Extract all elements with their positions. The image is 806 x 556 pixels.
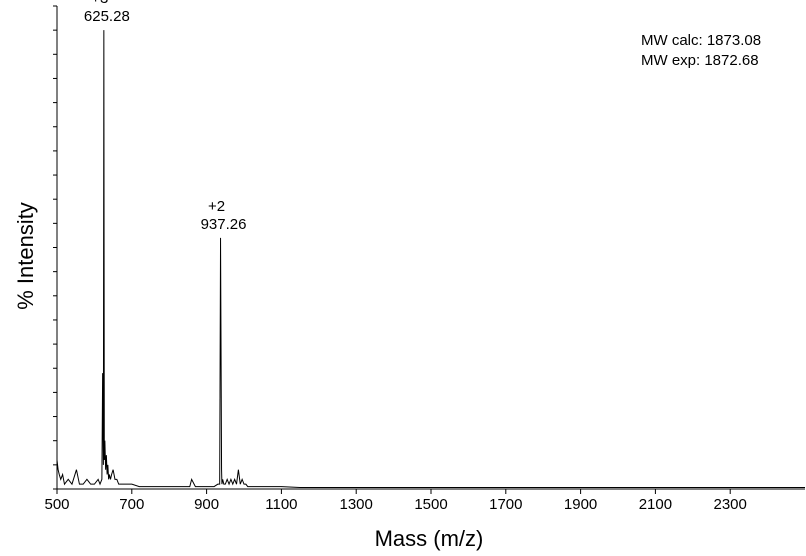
x-axis-title: Mass (m/z)	[375, 526, 484, 551]
x-tick-label: 1100	[265, 496, 297, 513]
peak-mz-label: 937.26	[201, 216, 247, 233]
x-tick-label: 1700	[489, 496, 522, 513]
x-tick-label: 900	[194, 496, 219, 513]
peak-mz-label: 625.28	[84, 8, 130, 25]
x-tick-label: 2300	[714, 496, 747, 513]
x-tick-label: 1300	[340, 496, 373, 513]
y-axis-ticks	[53, 5, 57, 490]
x-tick-label: 700	[119, 496, 144, 513]
peak-charge-label: +3	[91, 0, 108, 7]
plot-area: 500 700 900 1100 1300 1500 1700 1900 2100 2300 +3…	[44, 0, 805, 513]
x-axis-ticks: 500 700 900 1100 1300 1500 1700 1900 2100 2300	[44, 489, 747, 513]
mw-exp-annotation: MW exp: 1872.68	[641, 52, 759, 69]
x-tick-label: 500	[44, 496, 69, 513]
x-tick-label: 1900	[564, 496, 597, 513]
spectrum-line	[56, 30, 805, 489]
peak-charge-label: +2	[208, 198, 225, 215]
mw-calc-annotation: MW calc: 1873.08	[641, 32, 761, 49]
y-axis-title: % Intensity	[13, 202, 38, 310]
x-tick-label: 2100	[639, 496, 672, 513]
x-tick-label: 1500	[414, 496, 447, 513]
